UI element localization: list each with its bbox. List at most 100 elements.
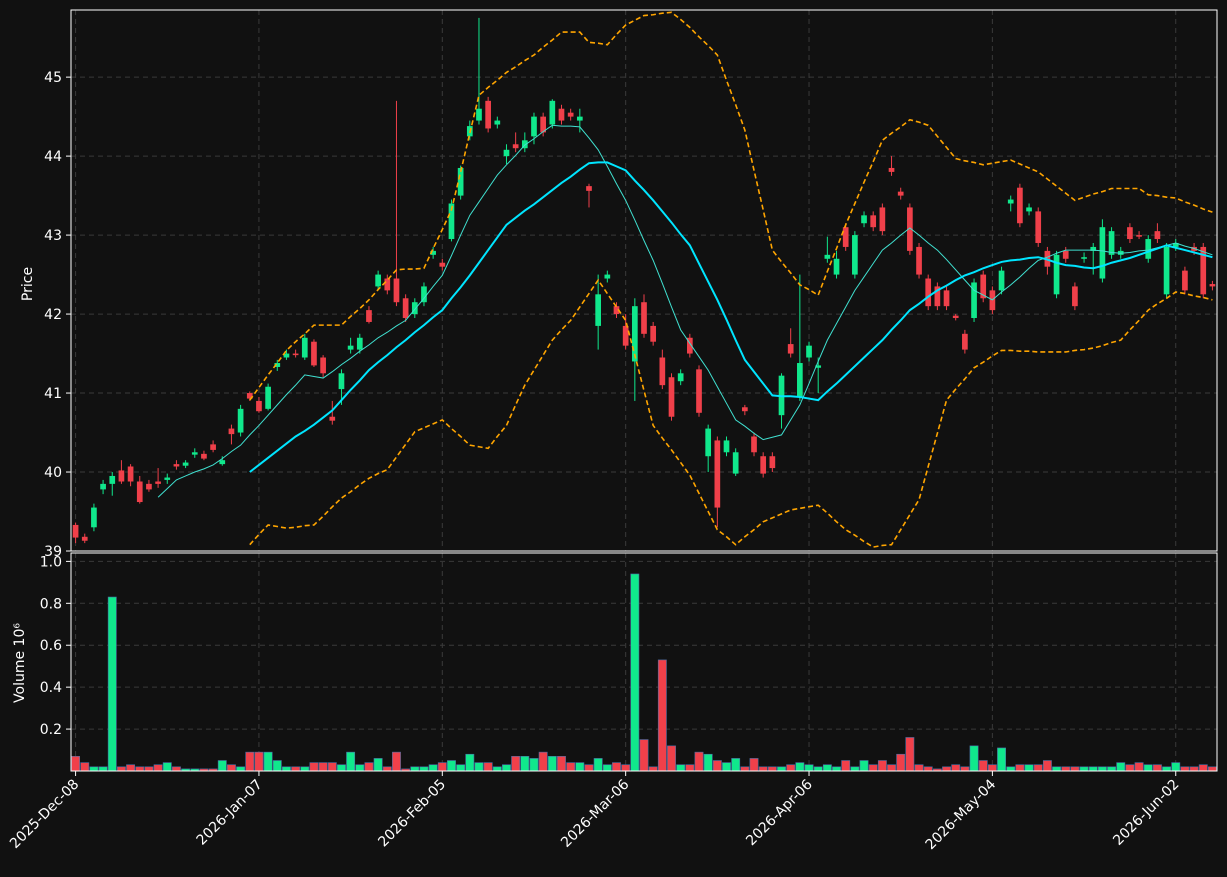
volume-bar [346,751,356,772]
candle-body [907,207,913,251]
candle-body [173,464,180,467]
candle-body [1172,242,1179,247]
candle-body [1136,235,1142,237]
volume-bar [639,739,649,772]
volume-bar [859,760,869,772]
candle-body [567,112,574,117]
volume-bar [877,760,887,772]
candle-body [980,274,987,299]
candle-body [558,108,565,121]
volume-bar [566,762,576,772]
candle-body [91,507,97,528]
candle-body [998,270,1005,291]
candle-body [292,353,299,356]
price-frame [70,9,1218,552]
volume-frame [70,552,1218,772]
candle-body [916,246,922,275]
volume-bar [740,766,750,772]
candle-body [384,278,391,291]
candle-body [650,325,657,342]
candle-body [164,477,171,480]
volume-bar [914,764,924,772]
volume-bar [419,766,429,772]
candle-body [210,444,216,450]
volume-bar [1162,766,1172,772]
candle-body [586,186,592,191]
volume-bar [795,762,805,772]
volume-bar [1125,764,1135,772]
volume-bar [318,762,328,772]
volume-bar [1088,766,1098,772]
volume-bar [245,751,255,772]
volume-bar [529,758,539,772]
volume-bar [236,766,246,772]
candle-body [1209,284,1216,287]
volume-bar [282,766,291,772]
volume-bar [841,760,851,772]
volume-bar [1052,766,1061,772]
y-axis-label: Price [20,267,36,301]
overlay-line [249,278,1213,548]
volume-bar [98,766,108,772]
volume-bar [1207,766,1217,772]
volume-bar [291,766,301,772]
candle-body [595,294,602,326]
candle-body [531,116,537,137]
volume-bar [1180,766,1190,772]
candle-body [696,369,702,413]
candle-body [512,144,519,149]
volume-bar [969,745,979,772]
candle-body [1062,250,1069,259]
candle-body [439,262,446,267]
volume-bar [511,756,521,772]
candle-body [861,215,867,224]
grid [71,10,1217,771]
volume-bar [1006,766,1016,772]
volume-bar [1116,762,1126,772]
candle-body [1127,227,1133,240]
candle-body [870,215,877,228]
volume-bar [896,753,906,772]
candle-body [1200,246,1207,295]
y-tick-label: 40 [44,465,62,481]
candle-body [705,428,712,457]
volume-bar [987,764,997,772]
volume-bar [758,766,768,772]
volume-bar [557,756,566,772]
volume-bar [786,764,796,772]
volume-bar [978,760,988,772]
volume-bar [474,762,484,772]
volume-bar [703,753,713,772]
candle-body [613,306,620,315]
volume-bar [813,766,823,772]
candle-body [338,373,345,390]
candle-body [824,254,831,259]
volume-bar [71,756,81,772]
volume-bar [722,762,731,772]
volume-bar [300,766,310,772]
y-tick-label: 43 [44,228,62,244]
candle-body [329,416,336,421]
volume-bar [832,766,841,772]
y-tick-label: 0.4 [40,680,62,696]
volume-bar [731,758,741,772]
candle-body [155,481,161,484]
volume-bar [547,756,557,772]
candle-body [1053,254,1060,295]
candle-body [228,428,235,435]
volume-axis-label: Volume 10⁶ [12,623,28,703]
volume-bar [447,760,456,772]
candle-body [430,250,436,255]
candle-body [81,536,88,541]
candle-body [852,235,858,275]
volume-bar [502,764,511,772]
candle-body [897,191,904,196]
candle-body [274,363,281,367]
candle-body [1007,199,1014,204]
candle-body [760,456,767,474]
candle-body [1026,207,1032,212]
candle-body [714,440,721,508]
